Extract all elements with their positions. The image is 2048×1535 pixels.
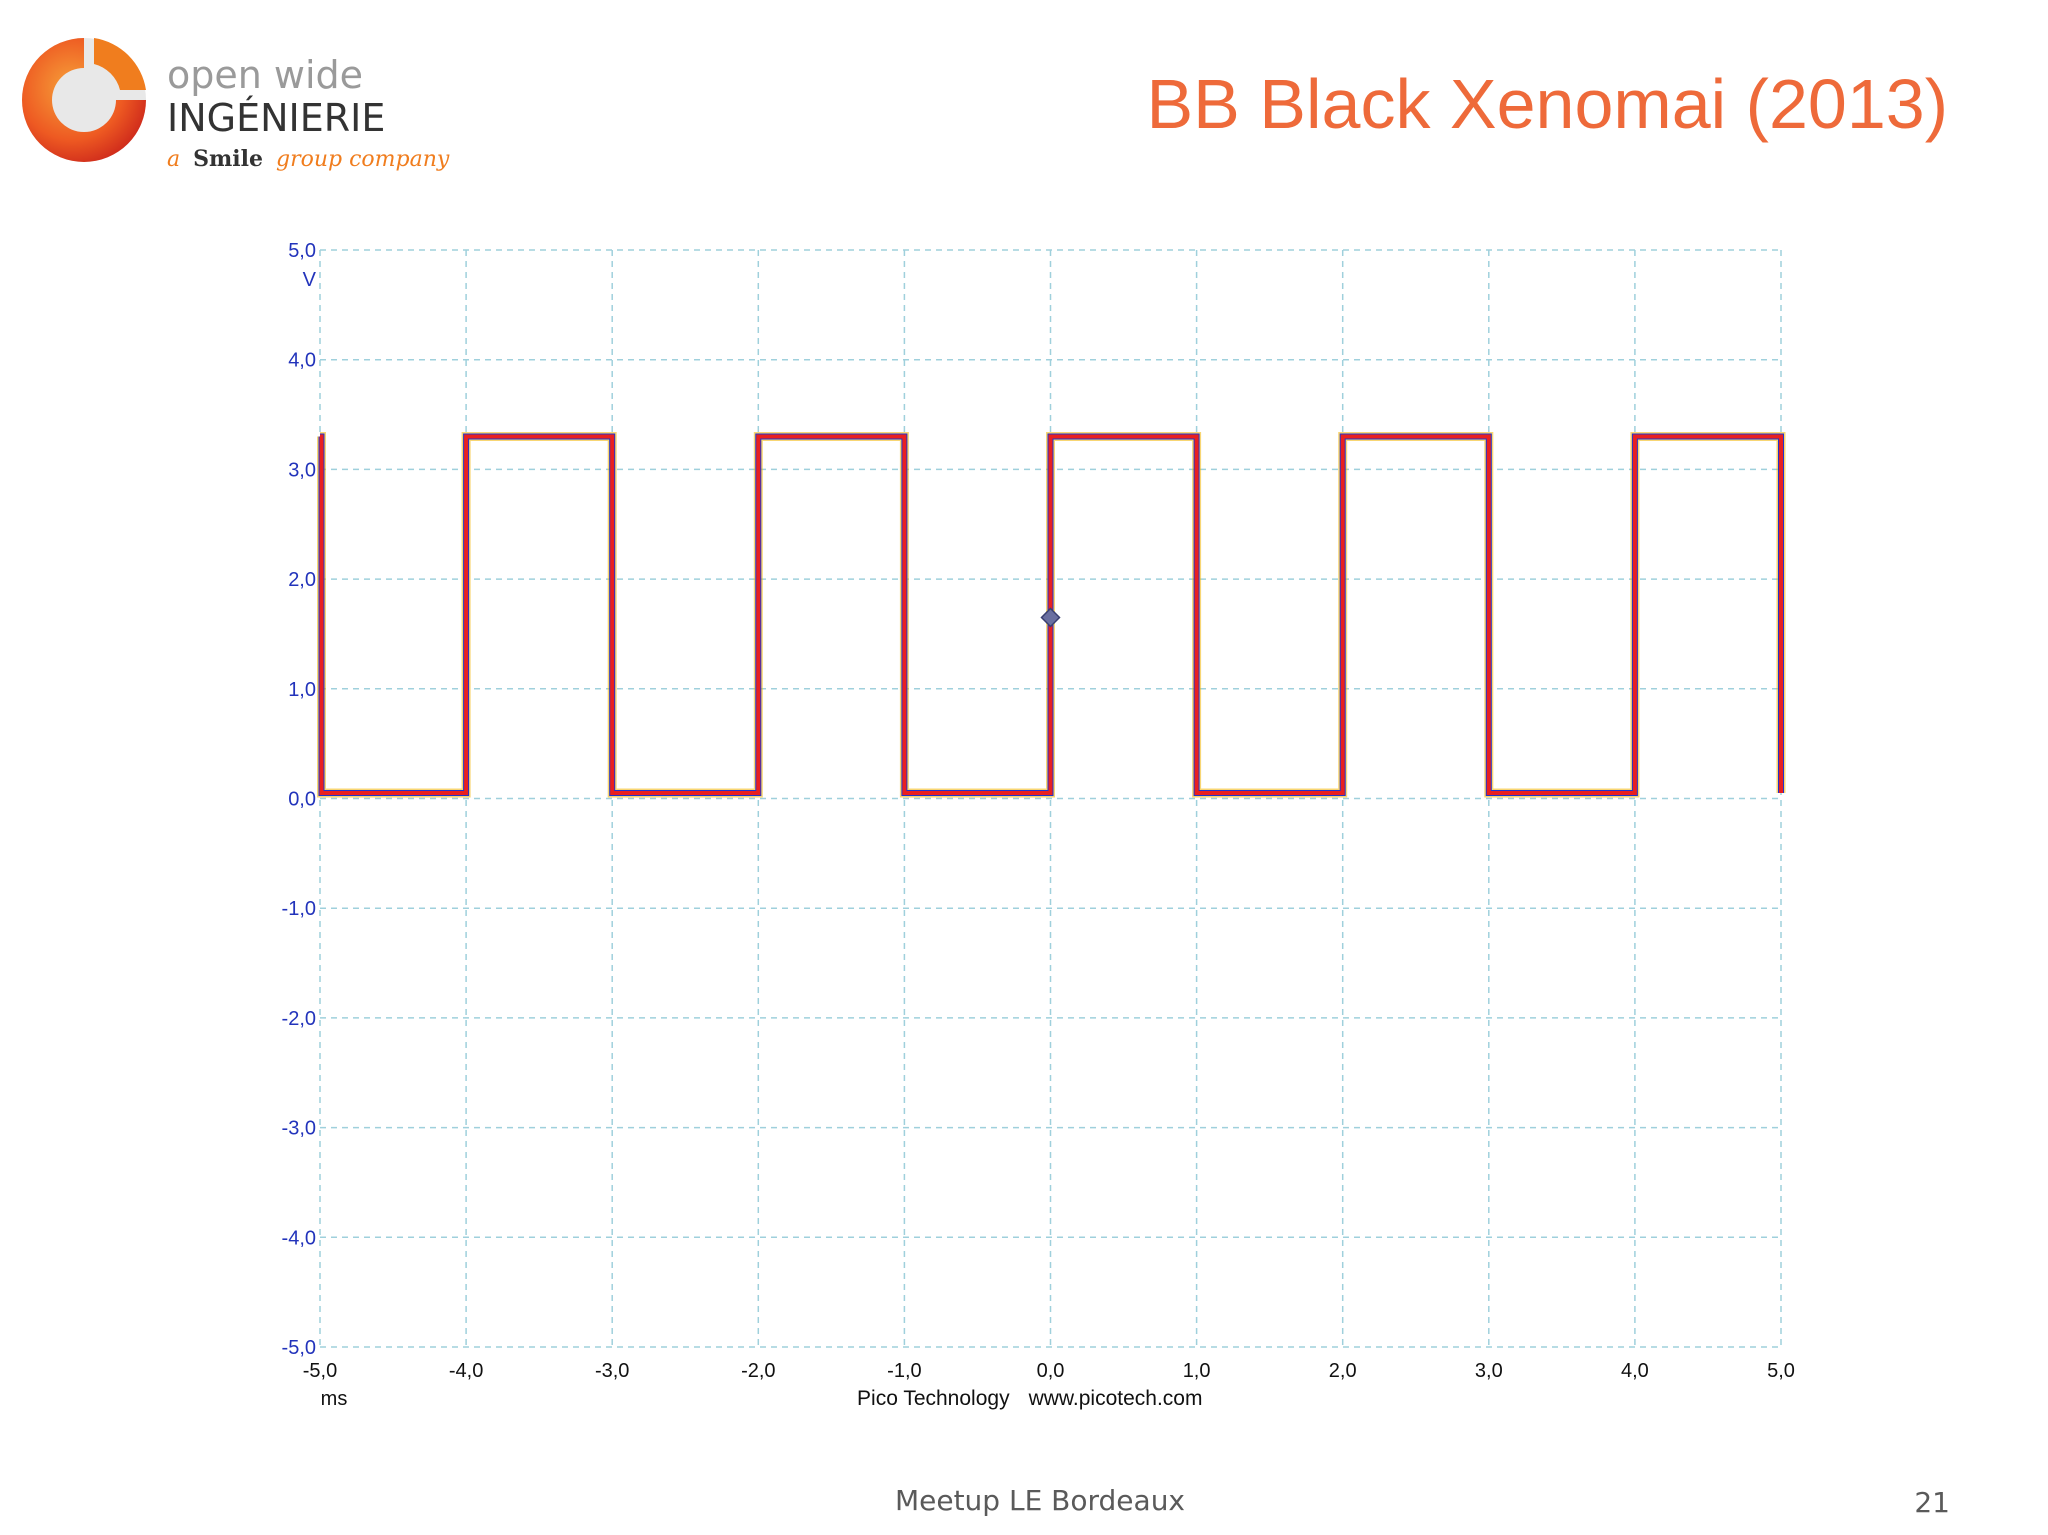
y-tick-label: 5,0 xyxy=(288,240,316,262)
footer-text: Meetup LE Bordeaux xyxy=(894,1484,1186,1517)
trace-line xyxy=(319,434,1783,795)
trigger-marker-icon xyxy=(1040,607,1061,628)
logo-tagline-brand: Smile xyxy=(193,146,263,172)
x-tick-label: 0,0 xyxy=(1037,1360,1065,1382)
x-tick-label: -2,0 xyxy=(741,1360,775,1382)
x-axis-unit: ms xyxy=(321,1388,348,1410)
x-tick-label: 1,0 xyxy=(1183,1360,1211,1382)
y-tick-label: -3,0 xyxy=(282,1118,316,1140)
x-tick-label: -1,0 xyxy=(887,1360,921,1382)
y-tick-label: 4,0 xyxy=(288,350,316,372)
credit-url: www.picotech.com xyxy=(1028,1387,1203,1410)
logo-tagline-rest: group company xyxy=(276,147,450,172)
y-tick-label: -1,0 xyxy=(282,898,316,920)
chart-traces xyxy=(317,432,1786,798)
logo-line2: INGÉNIERIE xyxy=(167,96,385,140)
chart-grid xyxy=(319,249,1782,1348)
x-tick-label: 3,0 xyxy=(1475,1360,1503,1382)
y-tick-label: 2,0 xyxy=(288,569,316,591)
logo-line1: open wide xyxy=(167,53,363,97)
company-logo: open wide INGÉNIERIE a Smile group compa… xyxy=(22,38,450,172)
x-tick-labels: -5,0 -4,0 -3,0 -2,0 -1,0 0,0 1,0 2,0 3,0 4,0 5,0 xyxy=(303,1360,1795,1382)
y-axis-unit: V xyxy=(303,269,317,291)
y-tick-label: 0,0 xyxy=(288,789,316,811)
y-tick-label: -4,0 xyxy=(282,1227,316,1249)
y-tick-label: -2,0 xyxy=(282,1008,316,1030)
x-tick-label: 2,0 xyxy=(1329,1360,1357,1382)
x-tick-label: -4,0 xyxy=(449,1360,483,1382)
y-tick-labels: 5,0 4,0 3,0 2,0 1,0 0,0 -1,0 -2,0 -3,0 -4,0 -5,0 xyxy=(282,240,316,1359)
x-tick-label: 4,0 xyxy=(1621,1360,1649,1382)
page-number: 21 xyxy=(1914,1486,1950,1519)
x-tick-label: -3,0 xyxy=(595,1360,629,1382)
x-tick-label: -5,0 xyxy=(303,1360,337,1382)
credit-vendor: Pico Technology xyxy=(857,1387,1010,1410)
logo-ring-icon xyxy=(22,38,146,162)
slide-title: BB Black Xenomai (2013) xyxy=(1146,65,1948,143)
y-tick-label: 3,0 xyxy=(288,459,316,481)
y-tick-label: -5,0 xyxy=(282,1337,316,1359)
logo-tagline-a: a xyxy=(167,147,180,172)
x-tick-label: 5,0 xyxy=(1767,1360,1795,1382)
y-tick-label: 1,0 xyxy=(288,679,316,701)
logo-tagline: a Smile group company xyxy=(167,146,450,172)
